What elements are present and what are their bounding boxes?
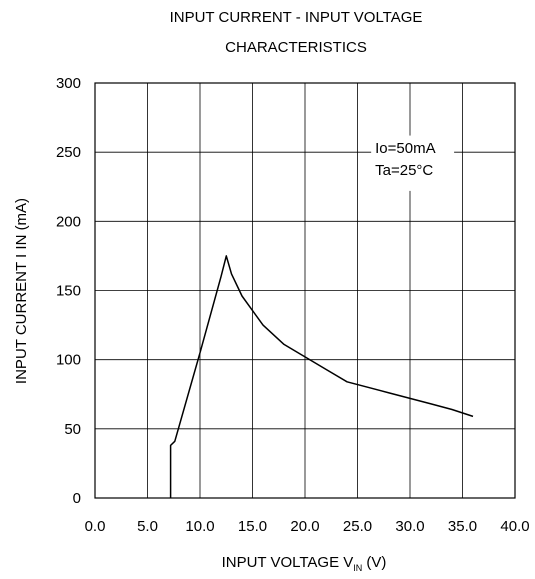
x-tick-label: 5.0	[137, 518, 158, 535]
x-axis-label-main: INPUT VOLTAGE V	[222, 554, 354, 571]
x-axis-label-subscript: IN	[353, 563, 362, 573]
annotation-line-current: Io=50mA	[375, 140, 435, 157]
x-tick-label: 30.0	[395, 518, 424, 535]
y-tick-label: 300	[56, 75, 81, 92]
x-tick-label: 40.0	[500, 518, 529, 535]
y-tick-label: 100	[56, 352, 81, 369]
y-ticks-layer: 0 50 100 150 200 250 300	[56, 75, 81, 507]
annotation-line-temperature: Ta=25°C	[375, 162, 433, 179]
chart-title-line-1: INPUT CURRENT - INPUT VOLTAGE	[170, 9, 423, 26]
y-tick-label: 150	[56, 283, 81, 300]
y-tick-label: 0	[73, 490, 81, 507]
x-tick-label: 25.0	[343, 518, 372, 535]
y-axis-label: INPUT CURRENT I IN (mA)	[13, 198, 30, 384]
x-ticks-layer: 0.0 5.0 10.0 15.0 20.0 25.0 30.0 35.0 40.0	[85, 518, 530, 535]
annotation-box: Io=50mA Ta=25°C	[371, 135, 455, 191]
x-tick-label: 35.0	[448, 518, 477, 535]
x-axis-label-unit: (V)	[362, 554, 386, 571]
series-layer	[169, 255, 474, 498]
x-axis-label: INPUT VOLTAGE VIN (V)	[222, 554, 387, 573]
x-tick-label: 20.0	[290, 518, 319, 535]
x-tick-label: 10.0	[185, 518, 214, 535]
y-tick-label: 50	[64, 421, 81, 438]
x-tick-label: 0.0	[85, 518, 106, 535]
chart-title-line-2: CHARACTERISTICS	[225, 39, 367, 56]
y-tick-label: 250	[56, 144, 81, 161]
plot-frame	[94, 82, 516, 499]
annotation-background	[371, 135, 455, 191]
y-tick-label: 200	[56, 213, 81, 230]
series-line	[169, 255, 474, 498]
x-tick-label: 15.0	[238, 518, 267, 535]
